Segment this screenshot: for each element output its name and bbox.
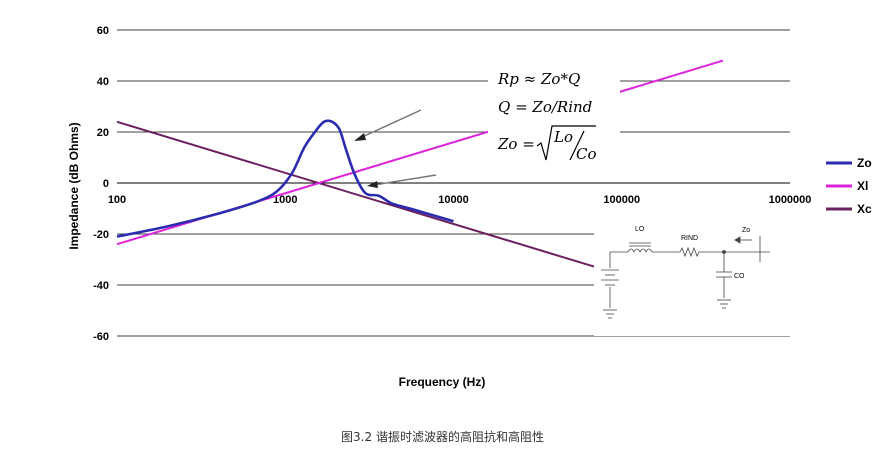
arrow-to-peak-head: [354, 133, 366, 141]
arrow-to-crossing-head: [367, 181, 378, 188]
formula-rp: Rp ≈ Zo*Q: [497, 70, 580, 88]
label-zo: Zo: [742, 227, 750, 234]
figure-caption: 图3.2 谐振时滤波器的高阻抗和高阻性: [341, 430, 544, 444]
x-tick-label: 10000: [438, 194, 469, 206]
schematic-background: [594, 214, 794, 336]
y-tick-label: 20: [97, 127, 109, 139]
x-tick-label: 100000: [603, 194, 640, 206]
label-co: CO: [734, 273, 745, 280]
x-axis-title: Frequency (Hz): [399, 375, 486, 389]
inductor-symbol: [627, 248, 653, 253]
y-tick-label: -20: [93, 229, 109, 241]
label-rind: RIND: [681, 235, 698, 242]
fraction-slash: [569, 130, 585, 161]
legend: Zo Xl Xc: [826, 156, 872, 216]
legend-label-xc: Xc: [857, 202, 872, 216]
y-tick-label: 40: [97, 76, 109, 88]
legend-label-zo: Zo: [857, 156, 872, 170]
formula-zo-numerator: Lo: [553, 128, 573, 146]
y-tick-label: -60: [93, 331, 109, 343]
arrow-to-crossing: [373, 174, 437, 186]
formula-annotations: Rp ≈ Zo*Q Q = Zo/Rind Zo = Lo Co: [488, 62, 620, 170]
y-tick-label: 0: [103, 178, 109, 190]
x-tick-label: 100: [108, 194, 126, 206]
plot-area: 60 40 20 0 -20 -40 -60 100 1000 10000 100000 10000…: [93, 25, 811, 343]
label-lo: LO: [635, 226, 645, 233]
formula-q: Q = Zo/Rind: [498, 98, 592, 116]
arrow-to-peak: [359, 109, 422, 139]
x-tick-labels: 100 1000 10000 100000 1000000: [108, 194, 812, 206]
series-lines: [116, 59, 724, 269]
legend-label-xl: Xl: [857, 179, 868, 193]
y-tick-label: 60: [97, 25, 109, 37]
series-line-xc: [116, 120, 596, 269]
pointer-arrows: [354, 109, 437, 188]
resistor-symbol: [679, 246, 700, 258]
x-tick-label: 1000000: [769, 194, 812, 206]
y-tick-labels: 60 40 20 0 -20 -40 -60: [93, 25, 109, 343]
x-tick-label: 1000: [273, 194, 297, 206]
y-tick-label: -40: [93, 280, 109, 292]
formula-background: [488, 62, 620, 170]
y-axis-title: Impedance (dB Ohms): [67, 122, 81, 249]
series-line-zo: [116, 119, 454, 238]
formula-zo-lhs: Zo =: [497, 135, 535, 153]
sqrt-symbol: [536, 125, 596, 161]
circuit-schematic: LO RIND Zo CO: [594, 214, 794, 336]
zo-arrow-head: [734, 236, 741, 244]
formula-zo-denominator: Co: [576, 145, 597, 163]
